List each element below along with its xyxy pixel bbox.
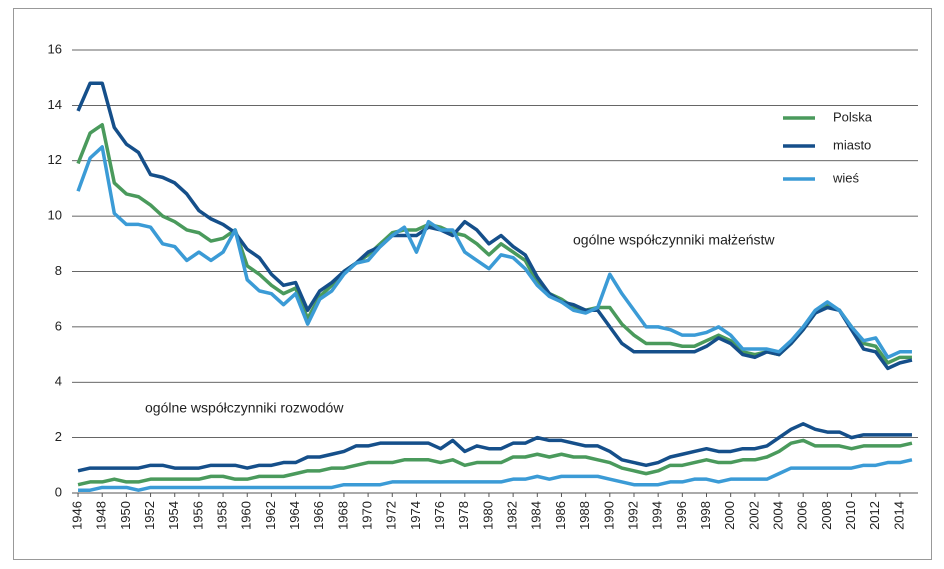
annotation: ogólne współczynniki małżeństw [573,232,775,248]
x-tick-label: 1992 [625,501,640,530]
x-tick-label: 1984 [529,501,544,530]
series-line [76,145,912,360]
x-tick-label: 1972 [384,501,399,530]
x-tick-label: 2008 [819,501,834,530]
x-tick-label: 1994 [650,501,665,530]
x-tick-label: 1960 [239,501,254,530]
x-tick-label: 1966 [311,501,326,530]
x-tick-label: 2004 [770,501,785,530]
x-tick-label: 1952 [142,501,157,530]
chart-frame [13,8,932,560]
x-tick-label: 1996 [674,501,689,530]
x-tick-label: 2000 [722,501,737,530]
y-tick-label: 12 [48,152,62,167]
x-tick-label: 1982 [505,501,520,530]
x-tick-label: 1946 [69,501,84,530]
y-tick-label: 2 [55,429,62,444]
x-tick-label: 1954 [166,501,181,530]
x-tick-label: 2006 [795,501,810,530]
series-line [78,458,913,492]
y-tick-label: 8 [55,263,62,278]
x-tick-label: 1968 [335,501,350,530]
annotation: ogólne współczynniki rozwodów [145,400,344,416]
legend-label: miasto [833,137,871,152]
x-tick-label: 1962 [263,501,278,530]
x-tick-label: 2014 [891,501,906,530]
x-tick-label: 2012 [867,501,882,530]
x-tick-label: 1970 [360,501,375,530]
legend-label: wieś [832,170,860,185]
x-tick-label: 1988 [577,501,592,530]
x-tick-label: 1998 [698,501,713,530]
y-tick-label: 0 [55,484,62,499]
series-line [76,81,913,371]
x-tick-label: 1964 [287,501,302,530]
x-tick-label: 2010 [843,501,858,530]
x-tick-label: 1990 [601,501,616,530]
y-tick-label: 4 [55,374,62,389]
x-tick-label: 1956 [190,501,205,530]
x-tick-label: 1980 [480,501,495,530]
legend-label: Polska [833,109,873,124]
y-tick-label: 6 [55,318,62,333]
x-tick-label: 1976 [432,501,447,530]
y-tick-label: 10 [48,208,62,223]
x-tick-label: 1958 [215,501,230,530]
y-tick-label: 16 [48,41,62,56]
x-tick-label: 2002 [746,501,761,530]
series-line [77,422,912,473]
x-tick-label: 1978 [456,501,471,530]
x-tick-label: 1974 [408,501,423,530]
x-tick-label: 1950 [118,501,133,530]
x-tick-label: 1986 [553,501,568,530]
x-tick-label: 1948 [94,501,109,530]
series-line [77,438,913,487]
y-tick-label: 14 [48,97,62,112]
